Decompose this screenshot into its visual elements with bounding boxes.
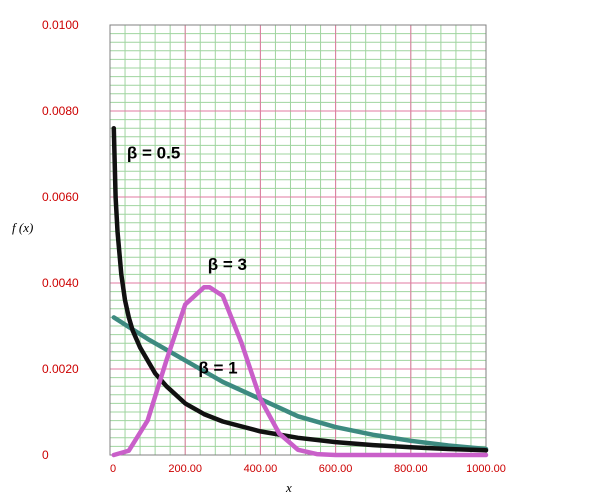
series-line-2 [111, 285, 489, 458]
x-tick-label: 600.00 [319, 463, 353, 475]
x-axis-label: x [285, 480, 292, 495]
y-tick-label: 0.0020 [42, 362, 79, 376]
y-axis-label: f (x) [12, 220, 33, 235]
x-tick-labels: 0 200.00 400.00 600.00 800.00 1000.00 [110, 463, 506, 475]
series-layer [111, 125, 489, 458]
annotation-beta-3: β = 3 [208, 255, 247, 274]
series-line-0 [111, 125, 489, 453]
y-tick-label: 0 [42, 448, 49, 462]
annotation-beta-0-5: β = 0.5 [127, 143, 180, 162]
y-tick-label: 0.0040 [42, 276, 79, 290]
y-tick-label: 0.0060 [42, 190, 79, 204]
x-tick-label: 200.00 [168, 463, 202, 475]
x-tick-label: 400.00 [244, 463, 278, 475]
annotation-layer: β = 0.5 β = 3 β = 1 [127, 143, 247, 377]
y-tick-label: 0.0100 [42, 18, 79, 32]
series-line-1 [111, 315, 489, 452]
annotation-beta-1: β = 1 [198, 358, 237, 377]
y-tick-labels: 0 0.0020 0.0040 0.0060 0.0080 0.0100 [42, 18, 79, 462]
x-tick-label: 1000.00 [466, 463, 506, 475]
y-tick-label: 0.0080 [42, 104, 79, 118]
x-tick-label: 800.00 [394, 463, 428, 475]
x-tick-label: 0 [110, 463, 116, 475]
plot-frame [109, 24, 487, 456]
grid-minor [109, 24, 487, 456]
